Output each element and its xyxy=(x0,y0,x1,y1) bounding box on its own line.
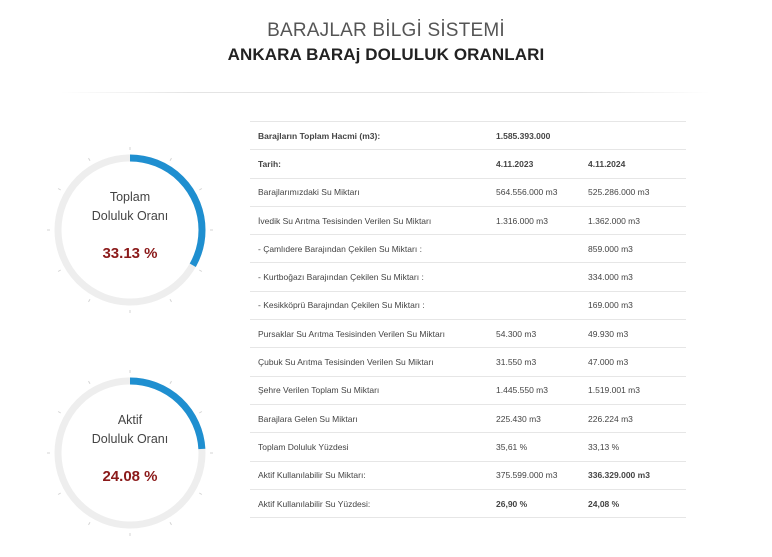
gauge-label-line1: Toplam xyxy=(109,190,151,204)
gauge-tick xyxy=(169,380,172,384)
row-label: Şehre Verilen Toplam Su Miktarı xyxy=(250,376,496,405)
date-label: Tarih: xyxy=(250,149,496,179)
gauge-tick xyxy=(88,299,91,303)
row-value-2024: 525.286.000 m3 xyxy=(588,178,686,207)
row-value-2024: 336.329.000 m3 xyxy=(588,461,686,490)
row-label: Aktif Kullanılabilir Su Miktarı: xyxy=(250,461,496,490)
table-row: Pursaklar Su Arıtma Tesisinden Verilen S… xyxy=(250,319,686,349)
system-title: BARAJLAR BİLGİ SİSTEMİ xyxy=(267,20,505,41)
gauge-fill-arc xyxy=(54,154,206,306)
row-value-2024: 24,08 % xyxy=(588,489,686,519)
gauge-tick xyxy=(169,299,172,303)
date-column-1: 4.11.2023 xyxy=(496,149,588,179)
gauge-tick xyxy=(88,380,91,384)
active-fill-gauge: Aktif Doluluk Oranı 24.08 % xyxy=(45,368,215,538)
total-volume-value: 1.585.393.000 xyxy=(496,120,686,151)
table-row: Toplam Doluluk Yüzdesi 35,61 % 33,13 % xyxy=(250,432,686,462)
row-value-2024: 169.000 m3 xyxy=(588,291,686,321)
gauge-tick xyxy=(57,411,61,414)
gauge-value: 24.08 % xyxy=(102,468,158,485)
row-label: Pursaklar Su Arıtma Tesisinden Verilen S… xyxy=(250,319,496,349)
row-value-2023 xyxy=(496,262,588,292)
table-row: Çubuk Su Arıtma Tesisinden Verilen Su Mi… xyxy=(250,347,686,377)
row-value-2024: 49.930 m3 xyxy=(588,319,686,349)
row-value-2023: 1.316.000 m3 xyxy=(496,206,588,236)
row-label: Toplam Doluluk Yüzdesi xyxy=(250,432,496,462)
table-row: Barajlarımızdaki Su Miktarı 564.556.000 m… xyxy=(250,178,686,207)
row-value-2023: 564.556.000 m3 xyxy=(496,178,588,207)
row-value-2023: 225.430 m3 xyxy=(496,404,588,434)
gauge-tick xyxy=(57,269,61,272)
row-label: Aktif Kullanılabilir Su Yüzdesi: xyxy=(250,489,496,519)
header-divider xyxy=(60,92,710,93)
row-value-2023: 375.599.000 m3 xyxy=(496,461,588,490)
row-value-2023: 1.445.550 m3 xyxy=(496,376,588,405)
gauge-tick xyxy=(199,269,203,272)
gauge-tick xyxy=(199,188,203,191)
total-fill-gauge-ring xyxy=(47,147,213,313)
row-label: - Kurtboğazı Barajından Çekilen Su Mikta… xyxy=(250,262,496,292)
row-value-2024: 1.362.000 m3 xyxy=(588,206,686,236)
row-value-2024: 226.224 m3 xyxy=(588,404,686,434)
row-value-2024: 47.000 m3 xyxy=(588,347,686,377)
date-header-row: Tarih: 4.11.2023 4.11.2024 xyxy=(250,149,686,179)
date-column-2: 4.11.2024 xyxy=(588,149,686,179)
page-title: ANKARA BARAj DOLULUK ORANLARI xyxy=(227,45,545,64)
gauge-tick xyxy=(169,157,172,161)
table-row: Barajlara Gelen Su Miktarı 225.430 m3 226.… xyxy=(250,404,686,434)
total-volume-label: Barajların Toplam Hacmi (m3): xyxy=(250,120,496,151)
active-fill-gauge-ring xyxy=(47,370,213,536)
row-label: Barajlarımızdaki Su Miktarı xyxy=(250,178,496,207)
row-value-2024: 859.000 m3 xyxy=(588,234,686,264)
total-volume-row: Barajların Toplam Hacmi (m3): 1.585.393.… xyxy=(250,120,686,151)
row-value-2023: 54.300 m3 xyxy=(496,319,588,349)
gauge-tick xyxy=(88,522,91,526)
table-row: - Kesikköprü Barajından Çekilen Su Mikta… xyxy=(250,291,686,321)
row-label: Barajlara Gelen Su Miktarı xyxy=(250,404,496,434)
row-label: Çubuk Su Arıtma Tesisinden Verilen Su Mi… xyxy=(250,347,496,377)
row-value-2023: 31.550 m3 xyxy=(496,347,588,377)
gauge-tick xyxy=(88,157,91,161)
row-label: İvedik Su Arıtma Tesisinden Verilen Su M… xyxy=(250,206,496,236)
gauge-label-line2: Doluluk Oranı xyxy=(91,432,169,446)
row-value-2023: 26,90 % xyxy=(496,489,588,519)
row-value-2024: 1.519.001 m3 xyxy=(588,376,686,405)
row-label: - Kesikköprü Barajından Çekilen Su Mikta… xyxy=(250,291,496,321)
gauge-tick xyxy=(199,492,203,495)
table-row: Aktif Kullanılabilir Su Yüzdesi: 26,90 % 2… xyxy=(250,489,686,519)
table-row: - Çamlıdere Barajından Çekilen Su Miktar… xyxy=(250,234,686,264)
row-value-2023: 35,61 % xyxy=(496,432,588,462)
gauge-tick xyxy=(169,522,172,526)
row-label: - Çamlıdere Barajından Çekilen Su Miktar… xyxy=(250,234,496,264)
gauge-tick xyxy=(199,411,203,414)
row-value-2023 xyxy=(496,291,588,321)
table-row: Şehre Verilen Toplam Su Miktarı 1.445.550… xyxy=(250,376,686,405)
gauge-label-line2: Doluluk Oranı xyxy=(91,209,169,223)
row-value-2024: 334.000 m3 xyxy=(588,262,686,292)
row-value-2023 xyxy=(496,234,588,264)
gauge-tick xyxy=(57,492,61,495)
total-fill-gauge: Toplam Doluluk Oranı 33.13 % xyxy=(45,145,215,315)
gauge-label-line1: Aktif xyxy=(117,413,143,427)
gauge-fill-arc xyxy=(54,377,206,529)
gauge-tick xyxy=(57,188,61,191)
table-row: İvedik Su Arıtma Tesisinden Verilen Su M… xyxy=(250,206,686,236)
table-row: - Kurtboğazı Barajından Çekilen Su Mikta… xyxy=(250,262,686,292)
row-value-2024: 33,13 % xyxy=(588,432,686,462)
table-row: Aktif Kullanılabilir Su Miktarı: 375.599.… xyxy=(250,461,686,490)
gauge-value: 33.13 % xyxy=(102,245,158,262)
dam-data-table: Barajların Toplam Hacmi (m3): 1.585.393.… xyxy=(250,120,686,519)
